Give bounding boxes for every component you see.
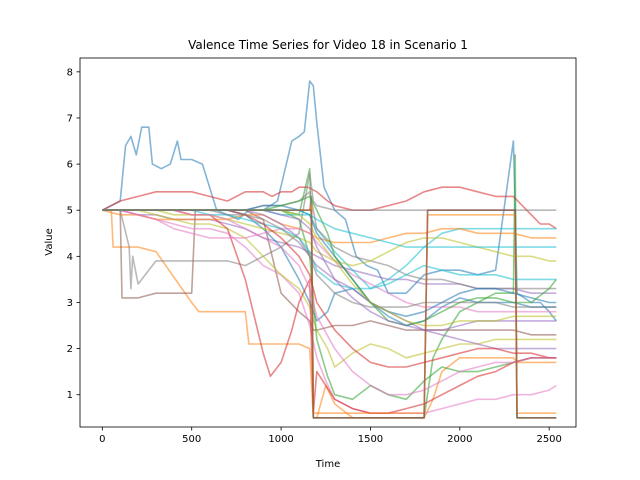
chart-title: Valence Time Series for Video 18 in Scen… <box>188 38 468 52</box>
x-tick-label: 2000 <box>447 434 472 445</box>
series-line-7 <box>102 209 557 415</box>
y-tick-label: 2 <box>67 344 73 355</box>
series-line-12 <box>102 209 557 244</box>
x-tick-label: 1000 <box>268 434 293 445</box>
y-tick-label: 6 <box>67 160 73 171</box>
series-line-19 <box>102 209 557 267</box>
y-tick-label: 4 <box>67 252 73 263</box>
y-tick-label: 3 <box>67 298 73 309</box>
plot-frame <box>79 57 577 428</box>
y-axis-label: Value <box>44 228 55 255</box>
x-tick-label: 2500 <box>536 434 561 445</box>
y-tick-label: 8 <box>67 67 73 78</box>
series-line-9 <box>102 209 557 368</box>
series-line-17 <box>102 209 557 313</box>
x-axis-ticks: 0 500 1000 1500 2000 2500 <box>99 427 562 445</box>
x-axis-label: Time <box>315 459 340 470</box>
y-axis-ticks: 1 2 3 4 5 6 7 8 <box>67 67 80 401</box>
y-tick-label: 5 <box>67 206 73 217</box>
series-line-30 <box>102 209 557 419</box>
series-line-1 <box>101 80 557 322</box>
x-tick-label: 0 <box>99 434 105 445</box>
y-tick-label: 1 <box>67 390 73 401</box>
x-tick-label: 500 <box>182 434 201 445</box>
series-layer <box>101 80 557 419</box>
x-tick-label: 1500 <box>358 434 383 445</box>
series-line-4 <box>101 186 557 230</box>
series-line-26 <box>102 209 557 396</box>
y-tick-label: 7 <box>67 113 73 124</box>
